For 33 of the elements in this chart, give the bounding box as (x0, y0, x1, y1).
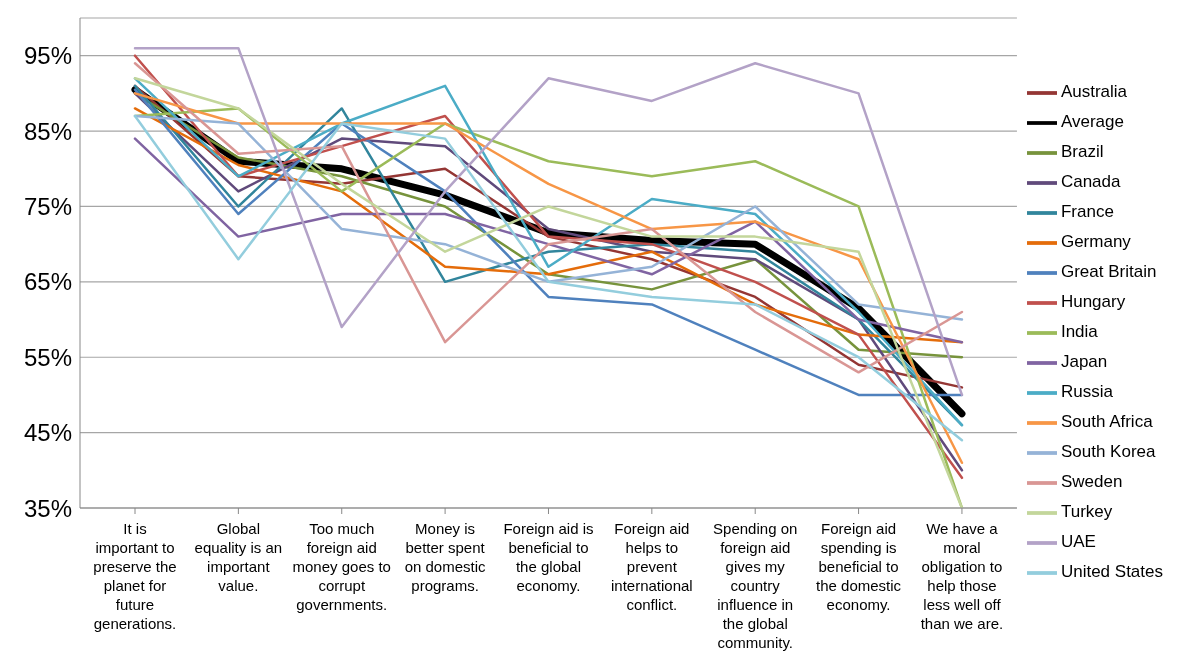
legend-label: Great Britain (1060, 262, 1157, 282)
y-tick-label: 85% (23, 117, 72, 145)
legend-label: Germany (1060, 232, 1131, 252)
legend-label: Australia (1060, 82, 1128, 102)
x-tick-label: Global equality is an important value. (194, 520, 283, 594)
legend-label: Brazil (1060, 142, 1104, 162)
x-tick-label: Spending on foreign aid gives my country influence in the global community. (713, 520, 798, 651)
y-tick-label: 65% (23, 268, 72, 296)
legend-label: Sweden (1060, 472, 1123, 492)
x-tick-label: Foreign aid helps to prevent international conflict. (610, 520, 693, 613)
x-tick-label: It is important to preserve the planet for future generations. (93, 520, 177, 632)
x-tick-label: Too much foreign aid money goes to corrupt governments. (292, 520, 391, 613)
legend-label: Average (1060, 112, 1124, 132)
x-tick-label: We have a moral obligation to help those less well off than we are. (920, 520, 1004, 632)
legend-label: Canada (1060, 172, 1121, 192)
legend-label: South Korea (1060, 442, 1156, 462)
legend-label: United States (1060, 562, 1163, 582)
y-tick-label: 75% (23, 192, 72, 220)
legend-label: Japan (1060, 352, 1108, 372)
y-tick-label: 55% (23, 343, 72, 371)
y-tick-label: 45% (23, 419, 72, 447)
legend-label: France (1060, 202, 1114, 222)
x-tick-label: Money is better spent on domestic programs. (404, 520, 487, 594)
legend-label: South Africa (1060, 412, 1153, 432)
legend-label: Russia (1060, 382, 1113, 402)
x-tick-label: Foreign aid is beneficial to the global economy. (503, 520, 594, 594)
legend-label: UAE (1060, 532, 1096, 552)
legend-label: Turkey (1060, 502, 1113, 522)
legend-label: India (1060, 322, 1098, 342)
x-tick-label: Foreign aid spending is beneficial to the domestic economy. (816, 520, 902, 613)
y-tick-label: 35% (23, 494, 72, 522)
y-tick-label: 95% (23, 42, 72, 70)
legend-label: Hungary (1060, 292, 1126, 312)
